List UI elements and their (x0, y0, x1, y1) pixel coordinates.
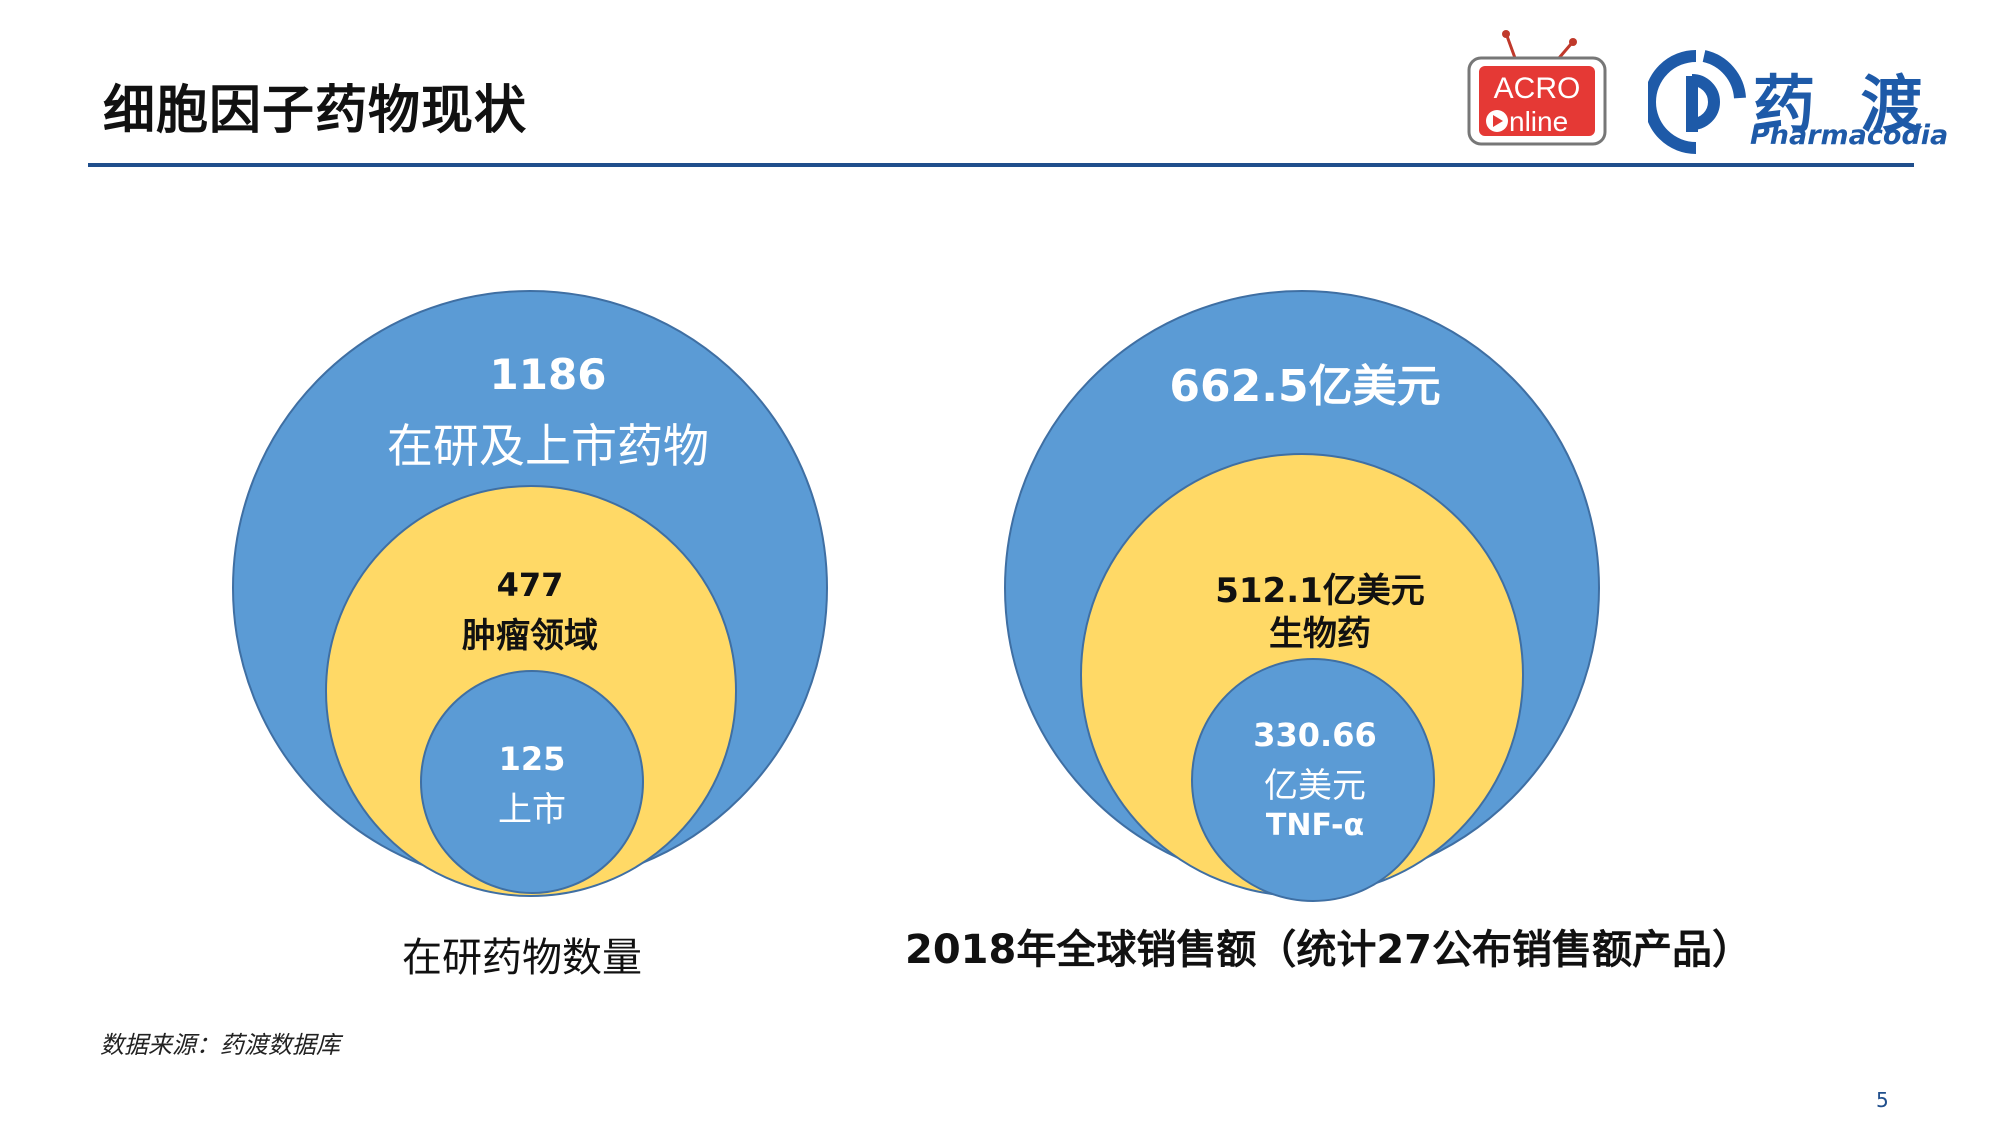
right-middle-label: 生物药 (1269, 614, 1371, 654)
page-number: 5 (1876, 1088, 1889, 1112)
header-divider (88, 163, 1914, 167)
left-inner-circle (420, 670, 644, 894)
left-diagram-caption: 在研药物数量 (402, 935, 642, 981)
right-inner-circle (1191, 658, 1435, 902)
acro-logo-text: ACRO (1494, 72, 1581, 105)
data-source-note: 数据来源：药渡数据库 (100, 1031, 340, 1059)
acro-logo-online-text: nline (1509, 106, 1568, 137)
left-middle-label: 肿瘤领域 (462, 616, 598, 656)
acro-online-logo: ACRO nline (1467, 28, 1607, 146)
right-outer-value: 662.5亿美元 (1169, 361, 1441, 412)
right-diagram-caption: 2018年全球销售额（统计27公布销售额产品） (905, 927, 1752, 973)
right-middle-value: 512.1亿美元 (1215, 571, 1425, 611)
page-title: 细胞因子药物现状 (103, 81, 528, 141)
pharmacodia-chinese-name: 药 渡 (1753, 68, 1935, 141)
right-inner-unit: 亿美元 (1264, 766, 1366, 806)
right-inner-value: 330.66 (1253, 716, 1377, 754)
pharmacodia-mark-icon (1648, 50, 1746, 154)
right-inner-label: TNF-α (1265, 808, 1365, 843)
pharmacodia-english-name: Pharmacodia (1750, 120, 1949, 151)
left-inner-value: 125 (498, 740, 566, 778)
left-outer-label: 在研及上市药物 (387, 419, 709, 473)
left-inner-label: 上市 (498, 790, 566, 830)
left-outer-value: 1186 (489, 350, 607, 399)
pharmacodia-logo: 药 渡 Pharmacodia (1648, 50, 1948, 160)
left-middle-value: 477 (496, 566, 564, 604)
